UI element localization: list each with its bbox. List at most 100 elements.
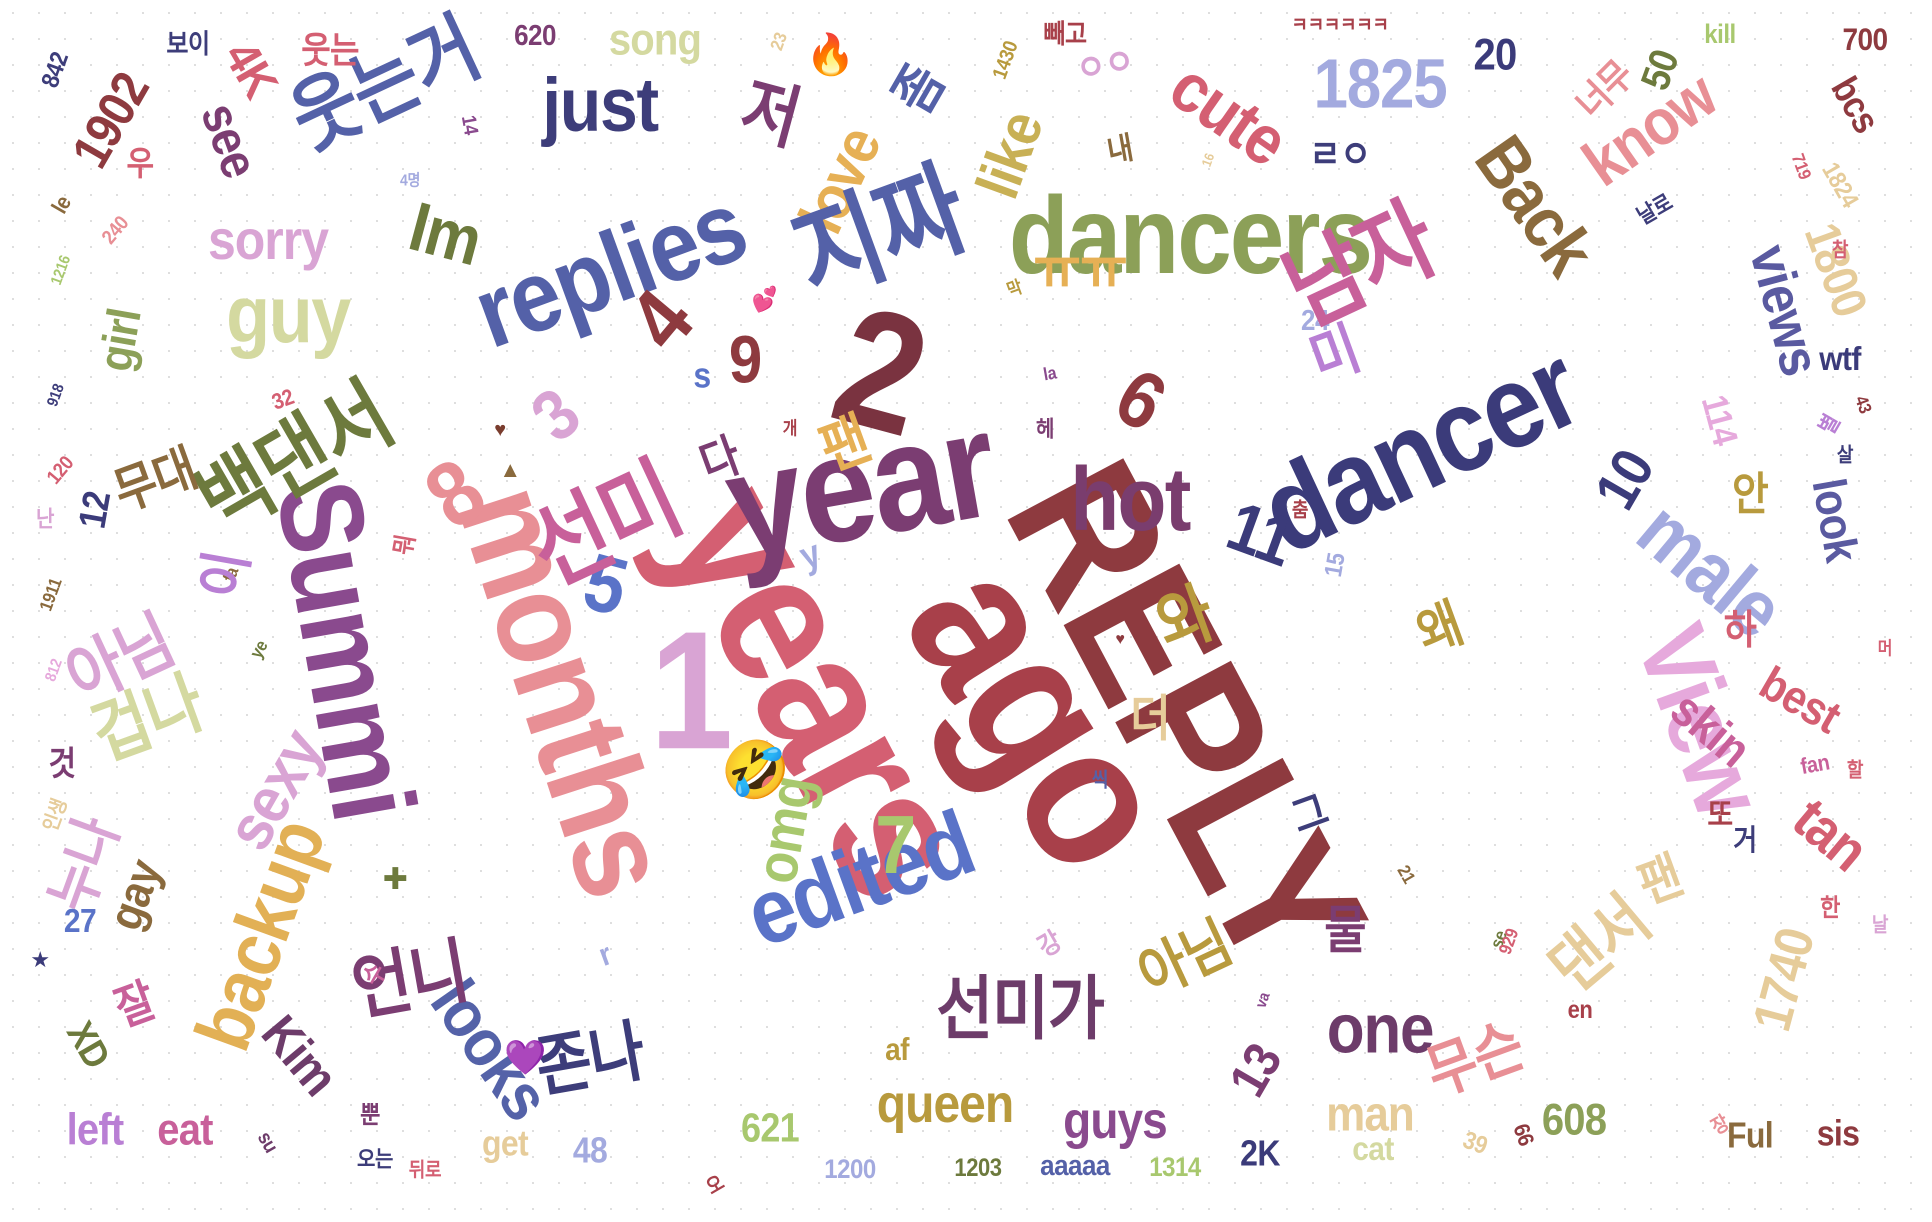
cloud-word: 오는 (357, 1147, 393, 1173)
cloud-word: 살 (1836, 443, 1854, 467)
cloud-word: 좀 (883, 56, 957, 124)
cloud-word: 저 (733, 69, 808, 160)
cloud-word: sorry (207, 208, 329, 272)
cloud-word: 39 (1459, 1125, 1492, 1160)
cloud-word: 1824 (1816, 157, 1865, 213)
triangle-glyph: ▲ (499, 457, 521, 482)
cloud-word: 뿐 (360, 1100, 380, 1129)
cloud-word: wtf (1819, 340, 1861, 378)
cloud-word: 한 (1820, 893, 1840, 922)
cloud-word: 24 (1301, 303, 1329, 337)
cloud-word: 난 (36, 507, 54, 533)
cloud-word: cat (1352, 1130, 1394, 1168)
cloud-word: man (1326, 1087, 1415, 1142)
fire-emoji: 🔥 (805, 33, 855, 77)
cloud-word: aaaaa (1040, 1148, 1110, 1182)
cloud-word: male (1620, 484, 1800, 656)
cloud-word: 21 (1392, 862, 1419, 887)
cloud-word: ㅇㅇ (1073, 40, 1137, 90)
cloud-word: 7 (875, 797, 916, 891)
cloud-word: 1314 (1149, 1152, 1201, 1183)
cloud-word: 114 (1694, 390, 1746, 450)
cloud-word: 6 (1100, 351, 1180, 449)
cloud-word: 별 (1814, 411, 1846, 439)
cloud-word: 이 (190, 547, 260, 603)
cloud-word: 뒤로 (408, 1158, 442, 1182)
cloud-word: 춤 (1291, 498, 1309, 522)
cloud-word: 왜 (1409, 594, 1471, 665)
cloud-word: 12 (70, 488, 120, 532)
cloud-word: 3 (515, 373, 595, 457)
cloud-word: girl (88, 304, 151, 375)
cloud-word: 웃는 (301, 29, 359, 71)
cloud-word: 또 (1707, 797, 1733, 832)
cloud-word: 10 (1582, 439, 1668, 521)
cloud-word: 날 (1871, 913, 1889, 937)
cloud-word: ㅋㅋㅋㅋㅋㅋ (1291, 13, 1389, 37)
cloud-word: 1740 (1742, 922, 1827, 1038)
cloud-word: Ful (1726, 1114, 1774, 1156)
cloud-word: XD (58, 1014, 118, 1076)
cloud-word: 240 (97, 211, 133, 249)
cloud-word: 씩 (1091, 768, 1109, 792)
cloud-word: 4K (213, 32, 288, 108)
cloud-word: su (253, 1127, 283, 1157)
cloud-word: guys (1063, 1090, 1168, 1150)
cloud-word: s (693, 354, 711, 396)
cloud-word: 13 (1217, 1034, 1293, 1106)
cloud-word: eat (157, 1105, 213, 1155)
cloud-word: 안 (1732, 470, 1769, 520)
cloud-word: va (1251, 989, 1273, 1011)
cloud-word: bcs (1822, 69, 1888, 141)
cloud-word: 719 (1787, 151, 1814, 183)
cloud-word: kill (1704, 19, 1736, 50)
cloud-word: replies (460, 169, 760, 371)
cloud-word: 오 (702, 1171, 728, 1199)
cloud-word: 918 (42, 381, 68, 409)
cloud-word: dancers (1008, 173, 1373, 297)
cloud-word: 20 (1473, 30, 1518, 80)
cloud-word: 뭐 (388, 532, 420, 558)
cloud-word: 선미가 (936, 970, 1105, 1049)
cloud-word: 1216 (46, 252, 74, 288)
cloud-word: 물 (1324, 900, 1366, 960)
cloud-word: hot (1070, 449, 1191, 550)
cloud-word: 머 (1877, 639, 1893, 659)
cloud-word: 48 (572, 1129, 608, 1171)
cloud-word: one (1326, 990, 1435, 1069)
cloud-word: 1430 (987, 38, 1023, 82)
cloud-word: fan (1798, 750, 1832, 780)
cloud-word: 1825 (1313, 45, 1448, 124)
cloud-word: le (47, 191, 77, 219)
purple-heart-emoji: 💜 (504, 1039, 546, 1077)
cloud-word: ㄹㅇ (1309, 133, 1371, 177)
cloud-word: af (885, 1032, 909, 1067)
cloud-word: 14 (457, 113, 483, 137)
cloud-word: 15 (1318, 550, 1351, 579)
cloud-word: 참 (1831, 238, 1849, 262)
cloud-word: see (189, 95, 271, 185)
cloud-word: 27 (63, 902, 97, 940)
cloud-word: 거 (1733, 823, 1757, 857)
cloud-word: 것 (48, 745, 77, 783)
cloud-word: best (1751, 655, 1850, 744)
cloud-word: en (1567, 995, 1593, 1024)
cloud-word: 2K (1240, 1132, 1280, 1174)
cloud-word: get (481, 1122, 529, 1164)
cloud-word: 66 (1507, 1120, 1539, 1150)
cloud-word: 4명 (399, 171, 421, 189)
cloud-word: 23 (767, 30, 792, 54)
cloud-word: left (66, 1105, 125, 1155)
cloud-word: 842 (35, 48, 74, 92)
cloud-word: look (1802, 474, 1869, 566)
cloud-word: cute (1155, 47, 1301, 182)
cloud-word: 1203 (954, 1153, 1002, 1182)
cloud-word: ㅠㅠ (1033, 237, 1128, 303)
heart-glyph-2: ♥ (1115, 631, 1125, 648)
cloud-word: 1 (649, 595, 733, 785)
cloud-word: 보이 (166, 29, 210, 60)
cloud-word: 11 (1217, 487, 1304, 582)
cloud-word: just (542, 62, 659, 148)
cloud-word: 700 (1842, 22, 1888, 57)
